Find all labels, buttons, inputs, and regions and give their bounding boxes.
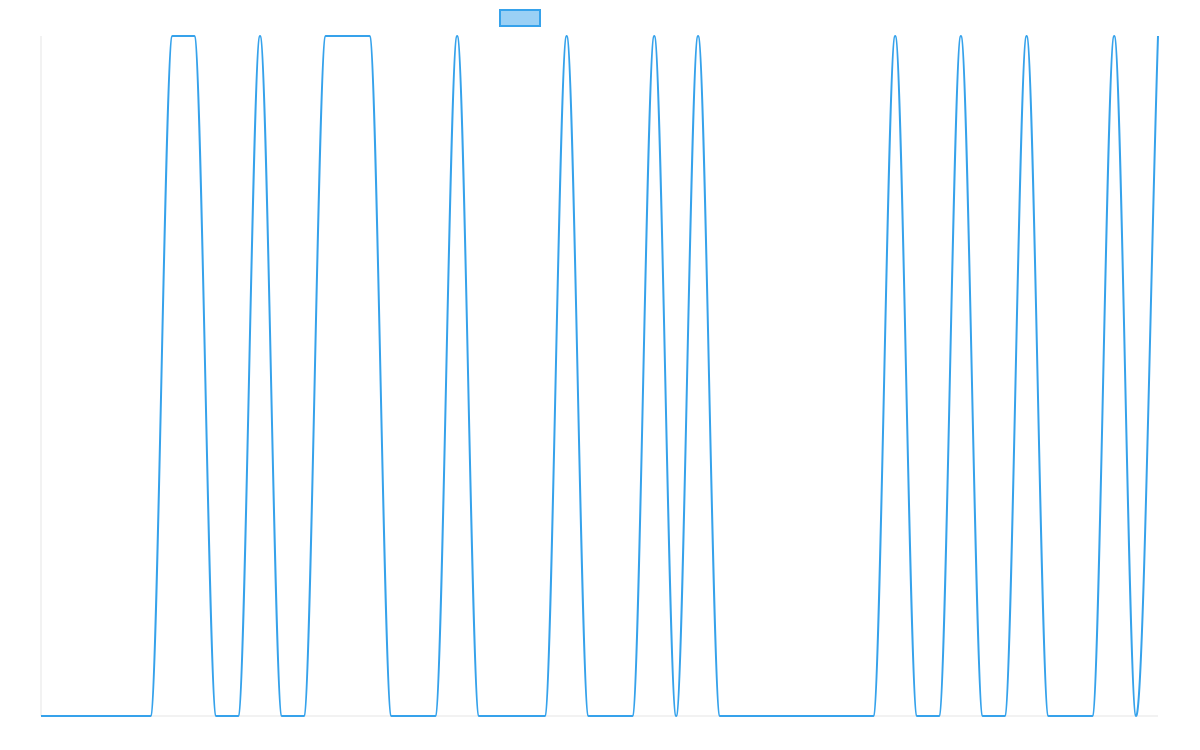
series-layer: [41, 35, 1159, 717]
axes-layer: [40, 36, 1158, 717]
series-line: [41, 35, 1159, 717]
legend[interactable]: [499, 9, 541, 27]
legend-swatch[interactable]: [499, 9, 541, 27]
